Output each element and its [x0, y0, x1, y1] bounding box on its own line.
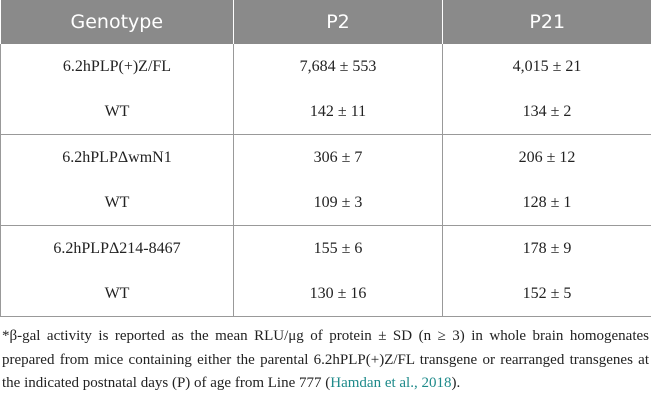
header-cell: P21: [442, 0, 651, 44]
value-cell: 134 ± 2: [442, 89, 651, 135]
table-row: WT 142 ± 11 134 ± 2: [0, 89, 651, 135]
genotype-cell: WT: [0, 271, 234, 317]
footnote-text: *β-gal activity is reported as the mean …: [2, 328, 649, 391]
table-row: WT 130 ± 16 152 ± 5: [0, 271, 651, 317]
value-cell: 7,684 ± 553: [233, 44, 443, 89]
table-row: 6.2hPLP(+)Z/FL 7,684 ± 553 4,015 ± 21: [0, 44, 651, 89]
value-cell: 130 ± 16: [233, 271, 443, 317]
genotype-cell: 6.2hPLP(+)Z/FL: [0, 44, 234, 89]
footnote: *β-gal activity is reported as the mean …: [2, 325, 649, 396]
value-cell: 152 ± 5: [442, 271, 651, 317]
genotype-cell: WT: [0, 180, 234, 226]
table-row: WT 109 ± 3 128 ± 1: [0, 180, 651, 226]
genotype-cell: 6.2hPLPΔwmN1: [0, 134, 234, 180]
header-cell: P2: [233, 0, 443, 44]
table-body: 6.2hPLP(+)Z/FL 7,684 ± 553 4,015 ± 21 WT 142…: [0, 44, 651, 317]
data-table: Genotype P2 P21 6.2hPLP(+)Z/FL 7,684 ± 553 4…: [0, 0, 651, 317]
table-row: 6.2hPLPΔwmN1 306 ± 7 206 ± 12: [0, 134, 651, 180]
value-cell: 142 ± 11: [233, 89, 443, 135]
value-cell: 178 ± 9: [442, 225, 651, 271]
header-cell: Genotype: [0, 0, 234, 44]
value-cell: 4,015 ± 21: [442, 44, 651, 89]
genotype-cell: 6.2hPLPΔ214-8467: [0, 225, 234, 271]
value-cell: 109 ± 3: [233, 180, 443, 226]
value-cell: 128 ± 1: [442, 180, 651, 226]
header-row: Genotype P2 P21: [0, 0, 651, 44]
genotype-cell: WT: [0, 89, 234, 135]
footnote-end: ).: [451, 375, 461, 391]
value-cell: 306 ± 7: [233, 134, 443, 180]
table-row: 6.2hPLPΔ214-8467 155 ± 6 178 ± 9: [0, 225, 651, 271]
value-cell: 155 ± 6: [233, 225, 443, 271]
value-cell: 206 ± 12: [442, 134, 651, 180]
citation-link[interactable]: Hamdan et al., 2018: [330, 375, 452, 391]
